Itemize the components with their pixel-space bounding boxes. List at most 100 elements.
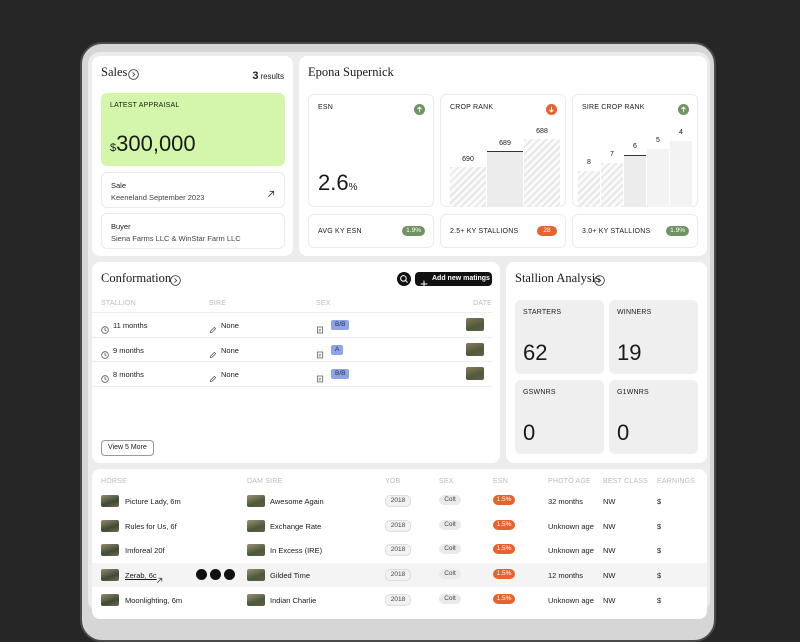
buyer-value: Siena Farms LLC & WinStar Farm LLC [111,234,241,243]
column-header: EARNINGS [657,478,696,485]
photo-age: 32 months [548,497,584,506]
column-header: SEX [316,300,331,307]
view-more-button[interactable]: View 5 More [101,440,154,456]
stat-label: 2.5+ KY STALLIONS [450,228,519,235]
horse-row[interactable]: Picture Lady, 6m Awesome Again 2018 Colt 1.5… [92,489,707,513]
horse-thumbnail [101,544,119,557]
esn: 1.5% [493,569,515,580]
appraisal-card: LATEST APPRAISAL $300,000 [101,93,285,166]
add-matings-button[interactable]: Add new matings [415,272,492,288]
conformation-row: 9 months None A [92,336,492,362]
action-icon[interactable] [224,569,235,581]
stat-label: GSWNRS [523,389,556,396]
sex: Colt [439,495,461,505]
rank-bar [624,155,646,207]
trend-icon [546,102,557,115]
stat-value: 0 [523,420,536,445]
esn: 1.5% [493,519,515,530]
page: Sales 3 results LATEST APPRAISAL $300,000 Sal… [80,42,716,642]
horse-name: Zerab, 6c [125,571,157,581]
results-count: 3 [252,70,259,82]
plus-icon [420,275,428,288]
column-header: YOB [385,478,401,485]
stat-value: 19 [617,340,642,365]
conformation-panel: Conformation Add new matings STALLION SIRE S… [92,262,500,463]
column-header: SEX [439,478,454,485]
photo-age: 12 months [548,571,584,581]
sex-tag: A [331,344,344,355]
best-class: NW [603,546,616,556]
photo-age: Unknown age [548,521,594,531]
conformation-title: Conformation [101,271,172,285]
esn: 1.5% [493,593,515,604]
search-button[interactable] [397,272,411,286]
horse-row[interactable]: Imforeal 20f In Excess (IRE) 2018 Colt 1.5% U… [92,538,707,563]
stat-value: 62 [523,340,548,365]
best-class: NW [603,497,616,506]
column-header: BEST CLASS [603,478,649,485]
stat-label: G1WNRS [617,389,649,396]
horse-thumbnail [101,569,119,582]
appraisal-label: LATEST APPRAISAL [110,102,180,109]
info-icon [170,273,181,286]
action-icon[interactable] [196,569,207,581]
stat-box: WINNERS 19 [609,300,698,374]
horse-row[interactable]: Rules for Us, 6f Exchange Rate 2018 Colt 1.5… [92,513,707,538]
dam-sire-thumbnail [247,519,265,532]
stallion-analysis-panel: Stallion Analysis STARTERS 62 WINNERS 19 GSWN… [506,262,707,463]
stat-box: G1WNRS 0 [609,380,698,454]
add-matings-label: Add new matings [432,275,490,282]
yob: 2018 [385,519,411,532]
stat-card: 3.0+ KY STALLIONS 1.9% [572,214,698,248]
earnings: $ [657,521,662,531]
column-header: SIRE [209,300,227,307]
stat-label: 3.0+ KY STALLIONS [582,228,651,235]
rank-bar [487,151,523,207]
external-icon [267,185,275,197]
column-header: ESN [493,478,508,485]
horse-row[interactable]: Zerab, 6c Gilded Time 2018 Colt 1.5% 12 month… [92,563,707,588]
stat-value: 28 [537,226,557,236]
horses-table: HORSE DAM SIRE YOB SEX ESN PHOTO AGE BEST CLAS… [92,469,707,619]
earnings: $ [657,595,662,605]
rank-label: 6 [633,143,637,150]
rank-bar [670,141,692,207]
stat-card: AVG KY ESN 1.9% [308,214,434,248]
sire-crop-rank-label: SIRE CROP RANK [582,104,645,111]
rank-label: 7 [610,151,614,158]
rank-label: 689 [499,140,511,147]
age: 8 months [113,370,144,379]
crop-rank-card: CROP RANK 690 689 688 [440,94,566,207]
buyer-label: Buyer [111,222,131,231]
stat-value: 1.9% [666,226,689,236]
clock-icon [101,321,109,334]
photo-age: Unknown age [548,546,594,556]
esn-unit: % [348,182,358,193]
horse-panel: Epona Supernick ESN 2.6% CROP RANK 690 689 688… [299,56,707,256]
yob: 2018 [385,495,411,507]
pencil-icon [209,346,217,358]
stat-box: GSWNRS 0 [515,380,604,454]
dam-sire: Indian Charlie [270,595,317,605]
sale-card: Sale Keeneland September 2023 [101,172,285,208]
horse-thumbnail [101,495,119,507]
doc-icon [316,321,324,334]
action-icon[interactable] [210,569,221,581]
dam-sire: Gilded Time [270,571,311,581]
age: 9 months [113,345,144,355]
stat-label: STARTERS [523,309,562,316]
conformation-row: 11 months None B/B [92,312,492,337]
trend-icon [414,102,425,115]
column-header: PHOTO AGE [548,478,591,485]
rank-label: 688 [536,128,548,135]
dam-sire: In Excess (IRE) [270,546,323,556]
stat-value: 1.9% [402,226,425,236]
horse-name: Rules for Us, 6f [125,521,177,531]
sire: None [221,321,239,330]
rank-label: 4 [679,129,683,136]
crop-rank-label: CROP RANK [450,104,494,111]
results-label: results [260,72,284,81]
earnings: $ [657,546,662,556]
stat-value: 0 [617,420,630,445]
rank-marker [487,151,523,152]
